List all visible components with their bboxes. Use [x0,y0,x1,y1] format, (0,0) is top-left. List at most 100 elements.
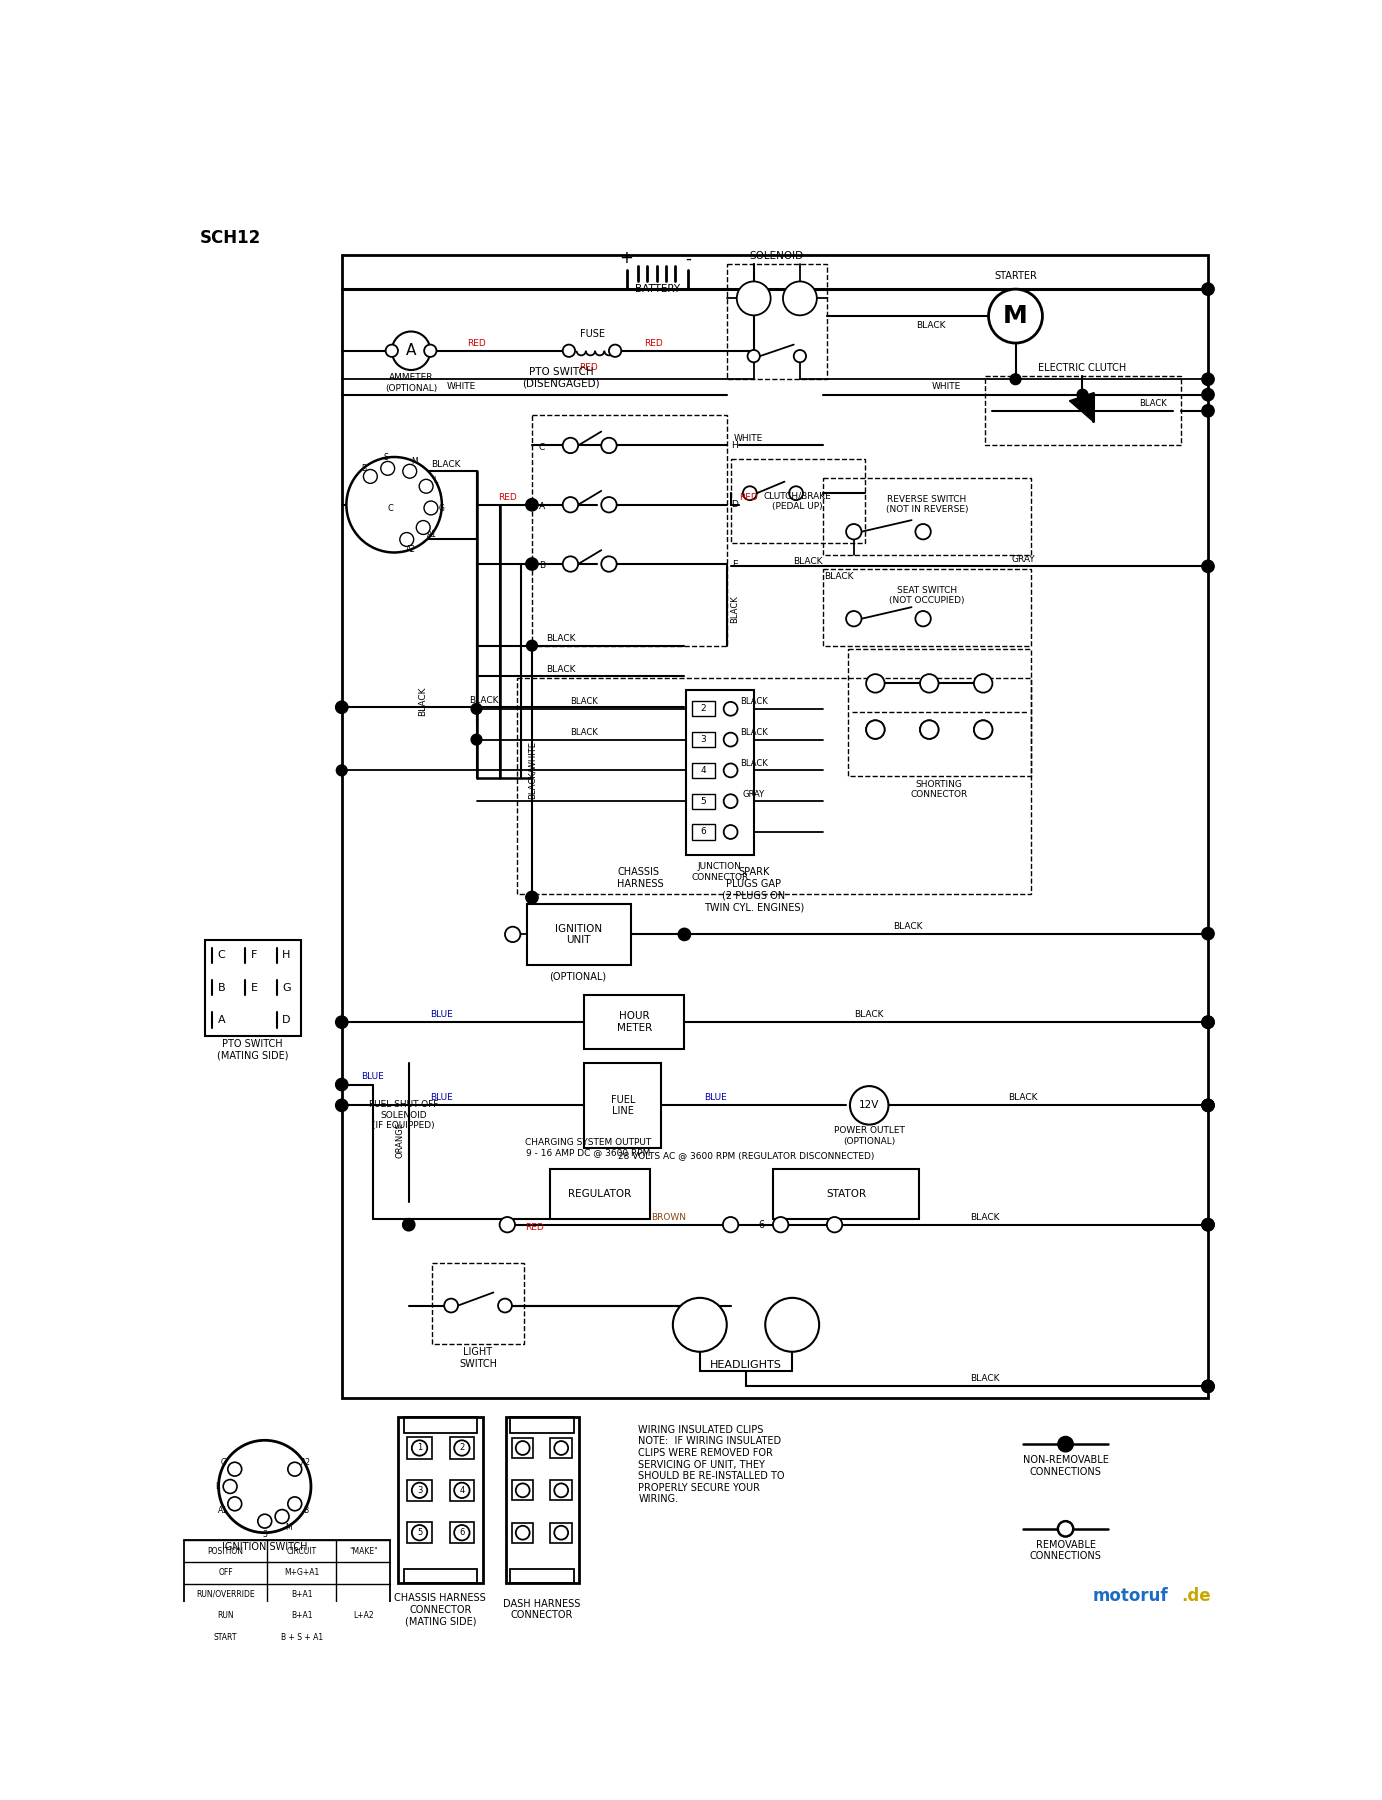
Bar [511,1523,533,1543]
Circle shape [1202,1015,1215,1028]
Bar [408,1523,431,1543]
Text: 12V: 12V [860,1100,879,1111]
Circle shape [455,1440,470,1456]
Bar [824,477,1031,554]
Text: -: - [685,250,691,268]
Circle shape [527,641,538,652]
Text: B+A1: B+A1 [292,1611,312,1620]
Circle shape [455,1525,470,1541]
Text: E: E [250,983,257,992]
Text: A: A [406,344,416,358]
Bar [511,1480,533,1501]
Text: RUN: RUN [217,1611,234,1620]
Text: 28 VOLTS AC @ 3600 RPM (REGULATOR DISCONNECTED): 28 VOLTS AC @ 3600 RPM (REGULATOR DISCON… [618,1150,875,1159]
Bar [824,569,1031,646]
Text: 3: 3 [701,734,706,743]
Circle shape [773,1217,788,1233]
Circle shape [416,520,430,535]
Circle shape [737,281,771,315]
Text: M+G+A1: M+G+A1 [285,1568,319,1577]
Bar [404,1570,477,1582]
Circle shape [1057,1521,1074,1537]
Circle shape [867,720,884,738]
Text: BATTERY: BATTERY [634,284,680,293]
Circle shape [424,500,438,515]
Text: M: M [1003,304,1028,328]
Text: BLACK: BLACK [730,594,739,623]
Circle shape [723,1217,738,1233]
Bar [550,1438,572,1458]
Circle shape [223,1480,238,1494]
Text: RED: RED [467,340,486,349]
Text: BLACK: BLACK [1009,1093,1038,1102]
Text: BLUE: BLUE [703,1093,727,1102]
Circle shape [1202,1381,1215,1393]
Circle shape [419,479,433,493]
Circle shape [347,457,442,553]
Circle shape [412,1525,427,1541]
Text: A1: A1 [427,529,437,538]
Circle shape [1202,1219,1215,1231]
Text: RED: RED [739,493,757,502]
Text: CIRCUIT: CIRCUIT [286,1546,316,1555]
Bar [511,1438,533,1458]
Circle shape [601,437,616,454]
Text: 3: 3 [417,1485,423,1494]
Text: 6: 6 [459,1528,464,1537]
Circle shape [402,464,416,479]
Text: WHITE: WHITE [446,382,475,391]
Circle shape [1057,1436,1074,1453]
Bar [449,1436,474,1458]
Text: WHITE: WHITE [734,434,763,443]
Text: START: START [214,1633,238,1642]
Text: DASH HARNESS
CONNECTOR: DASH HARNESS CONNECTOR [503,1598,580,1620]
Text: C: C [387,504,394,513]
Circle shape [471,734,482,745]
Text: AMMETER
(OPTIONAL): AMMETER (OPTIONAL) [386,373,437,392]
Text: GRAY: GRAY [1012,554,1035,563]
Circle shape [287,1498,301,1510]
Text: M: M [410,457,417,466]
Text: C: C [539,443,545,452]
Text: CHARGING SYSTEM OUTPUT
9 - 16 AMP DC @ 3600 RPM: CHARGING SYSTEM OUTPUT 9 - 16 AMP DC @ 3… [525,1138,651,1157]
Circle shape [500,1217,515,1233]
Text: "MAKE": "MAKE" [350,1546,377,1555]
Circle shape [744,486,757,500]
Text: A2: A2 [405,545,416,554]
Text: 4: 4 [701,767,706,776]
Bar [184,1541,390,1649]
Bar [773,1170,919,1219]
Bar [398,1417,482,1582]
Text: SOLENOID: SOLENOID [750,250,804,261]
Text: 6: 6 [701,828,706,837]
Text: ORANGE: ORANGE [395,1121,404,1157]
Text: S: S [263,1530,267,1539]
Text: 5: 5 [417,1528,422,1537]
Text: BLACK: BLACK [419,686,427,716]
Bar [550,1523,572,1543]
Text: BROWN: BROWN [651,1213,687,1222]
Circle shape [766,1298,820,1352]
Circle shape [915,610,931,626]
Bar [404,1417,477,1433]
Text: G: G [282,983,290,992]
Circle shape [554,1526,568,1539]
Circle shape [974,675,992,693]
Circle shape [673,1298,727,1352]
Circle shape [1202,1100,1215,1112]
Text: NON-REMOVABLE
CONNECTIONS: NON-REMOVABLE CONNECTIONS [1023,1454,1108,1476]
Bar [527,904,630,965]
Text: POSITION: POSITION [207,1546,243,1555]
Text: LIGHT
SWITCH: LIGHT SWITCH [459,1346,498,1368]
Polygon shape [1070,392,1093,421]
Text: A: A [218,1015,225,1024]
Text: BLACK: BLACK [546,634,576,643]
Circle shape [554,1442,568,1454]
Bar [685,689,753,855]
Circle shape [724,733,738,747]
Text: SCH12: SCH12 [199,229,261,247]
Text: L: L [434,477,438,486]
Bar [692,733,716,747]
Text: 1: 1 [417,1444,422,1453]
Circle shape [336,765,347,776]
